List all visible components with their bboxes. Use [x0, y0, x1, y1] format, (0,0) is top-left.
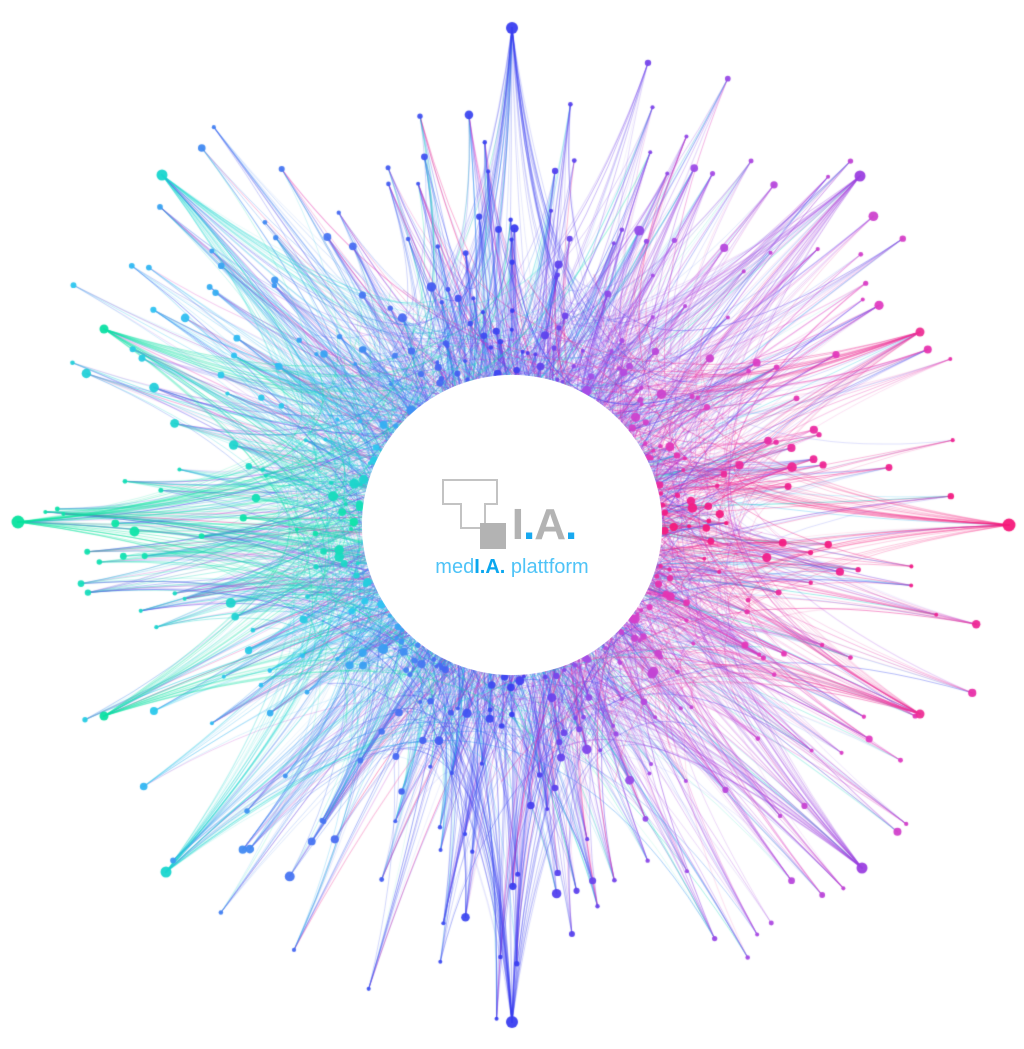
tagline-prefix: med	[435, 555, 475, 578]
t-block-shape	[479, 522, 506, 549]
tagline-suffix: plattform	[505, 555, 589, 578]
wordmark-dot-2: .	[565, 499, 577, 549]
wordmark-letter-i: I	[511, 499, 524, 549]
wordmark-dot-1: .	[522, 499, 535, 549]
center-logo-disc: I.A. medI.A. plattform	[362, 375, 662, 675]
logo-lockup: I.A.	[441, 473, 578, 549]
wordmark-letter-a: A	[534, 499, 566, 549]
t-bar-shape	[441, 478, 498, 505]
wordmark: I.A.	[511, 499, 578, 549]
tagline-bold: I.A.	[474, 555, 506, 578]
t-block-mark-icon	[441, 478, 506, 549]
tagline: medI.A. plattform	[435, 556, 588, 578]
